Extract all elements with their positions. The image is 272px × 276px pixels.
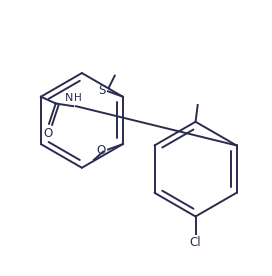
Text: O: O bbox=[43, 127, 52, 140]
Text: S: S bbox=[98, 84, 106, 97]
Text: Cl: Cl bbox=[190, 236, 201, 249]
Text: H: H bbox=[74, 93, 82, 103]
Text: O: O bbox=[97, 144, 106, 157]
Text: N: N bbox=[65, 93, 73, 103]
